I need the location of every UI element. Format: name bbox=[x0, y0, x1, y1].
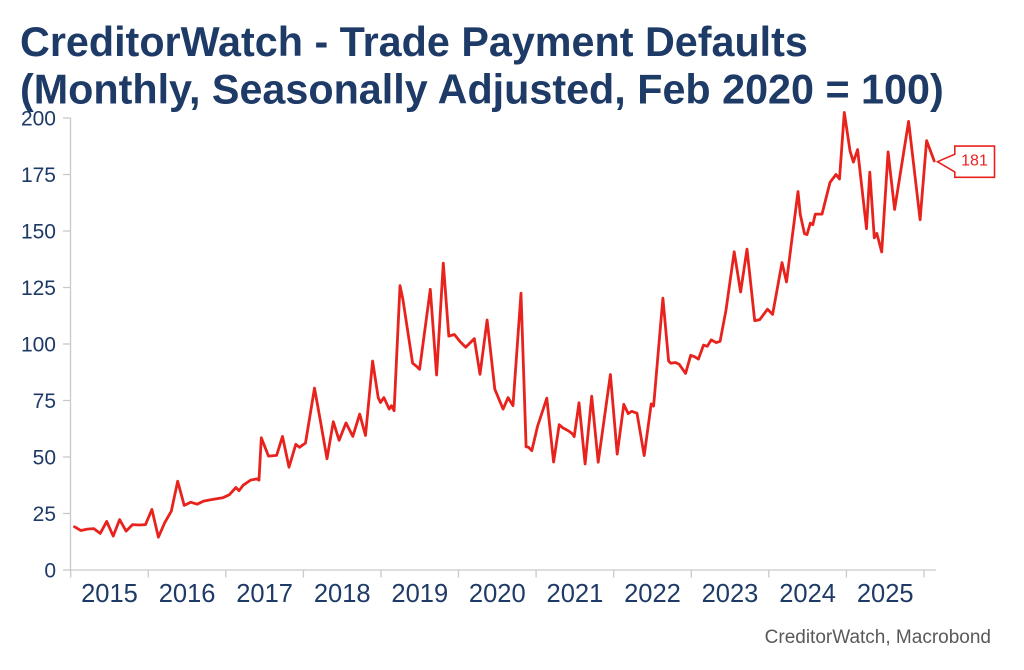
svg-text:CreditorWatch, Macrobond: CreditorWatch, Macrobond bbox=[765, 627, 991, 648]
svg-text:200: 200 bbox=[21, 108, 56, 131]
svg-text:25: 25 bbox=[33, 503, 56, 526]
svg-text:2016: 2016 bbox=[159, 580, 216, 608]
svg-text:2019: 2019 bbox=[391, 580, 448, 608]
svg-text:2023: 2023 bbox=[702, 580, 759, 608]
svg-text:2022: 2022 bbox=[624, 580, 681, 608]
svg-text:2021: 2021 bbox=[547, 580, 604, 608]
svg-text:2017: 2017 bbox=[236, 580, 293, 608]
svg-text:2024: 2024 bbox=[779, 580, 836, 608]
svg-text:75: 75 bbox=[33, 390, 56, 413]
svg-text:2018: 2018 bbox=[314, 580, 371, 608]
svg-text:175: 175 bbox=[21, 164, 56, 187]
svg-text:50: 50 bbox=[33, 447, 56, 470]
svg-text:150: 150 bbox=[21, 221, 56, 244]
svg-text:100: 100 bbox=[21, 334, 56, 357]
svg-text:0: 0 bbox=[44, 560, 56, 583]
svg-text:2020: 2020 bbox=[469, 580, 526, 608]
svg-text:(Monthly, Seasonally Adjusted,: (Monthly, Seasonally Adjusted, Feb 2020 … bbox=[20, 67, 944, 113]
svg-text:125: 125 bbox=[21, 277, 56, 300]
svg-text:CreditorWatch - Trade Payment: CreditorWatch - Trade Payment Defaults bbox=[20, 19, 808, 65]
svg-text:2025: 2025 bbox=[857, 580, 914, 608]
svg-text:181: 181 bbox=[961, 153, 988, 170]
svg-text:2015: 2015 bbox=[81, 580, 138, 608]
